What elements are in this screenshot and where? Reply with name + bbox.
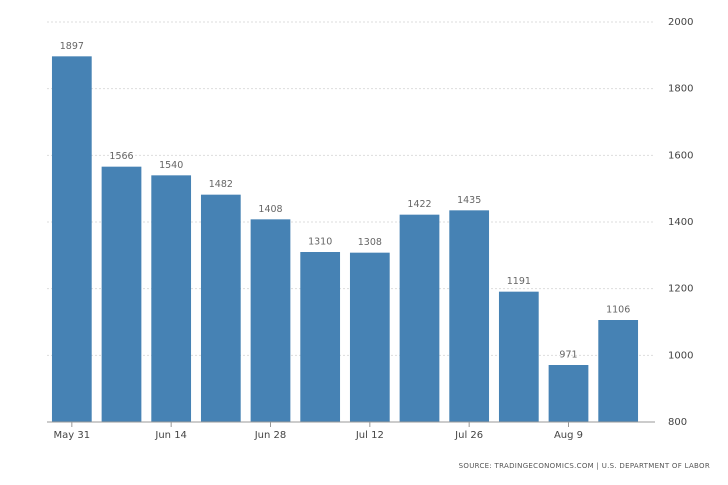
bar (498, 291, 539, 422)
bar (200, 194, 241, 422)
value-label: 1422 (407, 199, 431, 210)
bar (399, 214, 440, 422)
y-tick-label: 1600 (668, 150, 693, 161)
source: SOURCE: TRADINGECONOMICS.COM | U.S. DEPA… (459, 462, 710, 470)
bar (548, 365, 589, 422)
value-label: 1482 (209, 179, 233, 190)
bar (51, 56, 92, 422)
value-label: 1540 (159, 160, 183, 171)
value-label: 1310 (308, 237, 332, 248)
x-tick-label: Jul 26 (454, 430, 483, 441)
bar (349, 252, 390, 422)
x-tick-label: Aug 9 (554, 430, 583, 441)
value-label: 1897 (60, 41, 84, 52)
bar (250, 219, 291, 422)
y-tick-label: 1800 (668, 84, 693, 95)
value-label: 1566 (109, 151, 133, 162)
x-tick-label: May 31 (54, 430, 91, 441)
value-label: 1106 (606, 305, 630, 316)
bar (101, 166, 142, 422)
y-tick-label: 1200 (668, 284, 693, 295)
y-tick-label: 800 (668, 417, 687, 428)
value-label: 1191 (507, 276, 531, 287)
value-label: 1308 (358, 237, 382, 248)
x-tick-label: Jun 14 (154, 430, 187, 441)
value-label: 971 (559, 350, 577, 361)
y-tick-label: 2000 (668, 17, 693, 28)
value-label: 1408 (258, 204, 282, 215)
bar (300, 252, 341, 422)
x-tick-label: Jul 12 (355, 430, 384, 441)
bar (598, 320, 639, 422)
bar (151, 175, 192, 422)
y-tick-label: 1400 (668, 217, 693, 228)
value-label: 1435 (457, 195, 481, 206)
y-tick-label: 1000 (668, 350, 693, 361)
x-tick-label: Jun 28 (254, 430, 287, 441)
bar (449, 210, 490, 422)
